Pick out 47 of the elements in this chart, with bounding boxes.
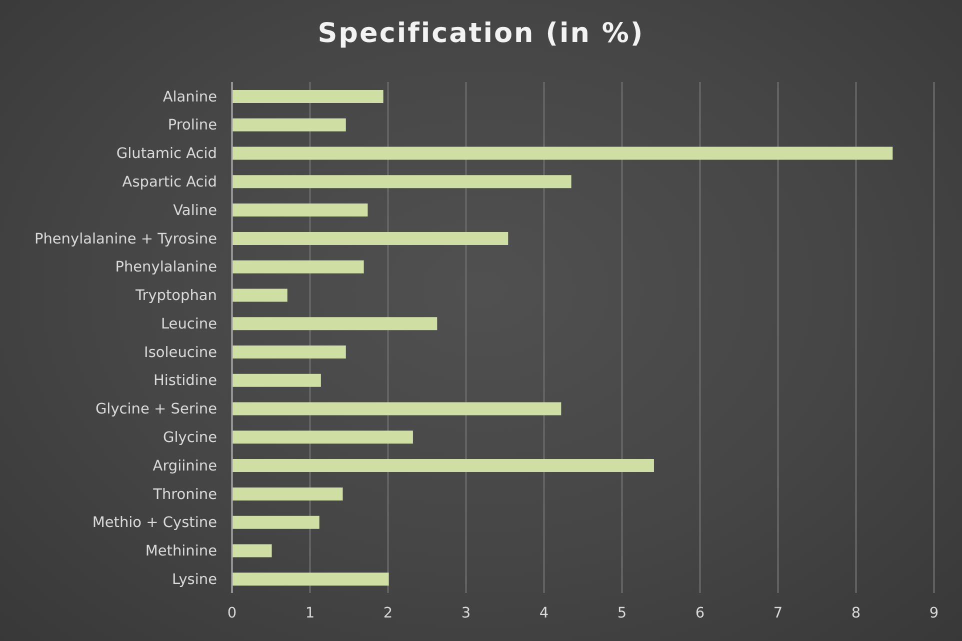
bar: [232, 118, 346, 132]
y-tick-label: Glutamic Acid: [116, 146, 217, 162]
bar: [232, 204, 368, 217]
x-tick-label: 9: [929, 605, 939, 622]
y-tick-label: Histidine: [153, 373, 218, 390]
y-tick-label: Methio + Cystine: [92, 515, 218, 532]
bar: [232, 90, 384, 103]
chart-title: Specification (in %): [316, 18, 646, 49]
x-tick-label: 6: [695, 605, 705, 622]
bar: [232, 374, 321, 387]
bar: [232, 572, 389, 586]
y-tick-label: Argiinine: [152, 458, 218, 474]
x-tick-label: 1: [305, 605, 315, 622]
bar: [232, 459, 654, 472]
bar: [232, 487, 343, 500]
bar: [232, 402, 562, 416]
y-tick-label: Phenylalanine: [115, 260, 218, 276]
bar: [232, 146, 893, 160]
x-tick-label: 8: [851, 605, 861, 622]
y-tick-label: Lysine: [172, 572, 218, 588]
y-tick-label: Isoleucine: [144, 344, 218, 361]
bar: [232, 346, 346, 358]
y-tick-label: Glycine: [163, 430, 218, 446]
bar: [232, 317, 438, 330]
y-tick-label: Tryptophan: [134, 288, 217, 304]
y-tick-label: Proline: [168, 118, 218, 134]
y-tick-label: Leucine: [160, 316, 218, 332]
x-tick-label: 5: [617, 605, 627, 622]
y-tick-label: Methinine: [145, 544, 218, 560]
bar: [232, 516, 320, 529]
bar: [232, 544, 272, 558]
y-tick-label: Phenylalanine + Tyrosine: [34, 231, 218, 248]
y-tick-label: Glycine + Serine: [95, 402, 218, 418]
x-tick-label: 2: [383, 605, 393, 622]
bar: [232, 288, 288, 302]
x-tick-label: 4: [539, 605, 549, 622]
x-tick-label: 3: [461, 605, 471, 622]
y-tick-label: Valine: [173, 202, 218, 219]
bar: [232, 175, 572, 188]
y-tick-label: Alanine: [162, 89, 218, 106]
bar: [232, 232, 508, 245]
y-tick-label: Aspartic Acid: [122, 174, 217, 191]
x-tick-label: 7: [773, 605, 783, 622]
y-tick-label: Thronine: [152, 486, 218, 503]
bar: [232, 260, 364, 274]
x-tick-label: 0: [227, 605, 237, 622]
bar: [232, 430, 413, 444]
